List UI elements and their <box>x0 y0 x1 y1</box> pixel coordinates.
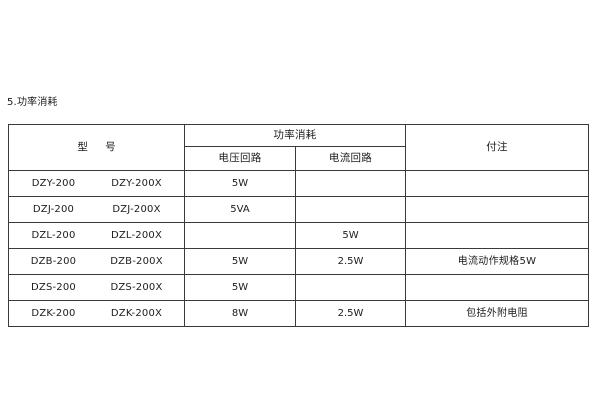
cell-current-circuit: 2.5W <box>294 248 407 275</box>
cell-model: DZB-200 DZB-200X <box>8 248 185 275</box>
model-code-primary: DZL-200 <box>31 229 76 241</box>
model-code-variant: DZY-200X <box>111 177 162 189</box>
cell-model: DZY-200 DZY-200X <box>8 170 185 197</box>
cell-model: DZS-200 DZS-200X <box>8 274 185 301</box>
cell-model: DZL-200 DZL-200X <box>8 222 185 249</box>
table-row: DZB-200 DZB-200X 5W 2.5W 电流动作规格5W <box>8 248 590 275</box>
model-code-variant: DZL-200X <box>110 229 163 241</box>
model-code-variant: DZJ-200X <box>112 203 161 215</box>
model-code-variant: DZB-200X <box>110 255 163 267</box>
model-code-primary: DZS-200 <box>31 281 76 293</box>
table-header-row-1: 型 号 功率消耗 付注 <box>8 123 590 171</box>
cell-remarks <box>405 170 590 197</box>
cell-remarks: 电流动作规格5W <box>405 248 590 275</box>
table-row: DZS-200 DZS-200X 5W <box>8 274 590 301</box>
cell-current-circuit <box>294 274 407 301</box>
header-label-current-circuit: 电流回路 <box>328 152 373 165</box>
cell-current-circuit: 5W <box>294 222 407 249</box>
model-code-primary: DZJ-200 <box>32 203 75 215</box>
table-row: DZJ-200 DZJ-200X 5VA <box>8 196 590 223</box>
table-row: DZL-200 DZL-200X 5W <box>8 222 590 249</box>
cell-voltage-circuit: 5W <box>184 170 296 197</box>
cell-voltage-circuit: 5W <box>184 274 296 301</box>
header-cell-current-circuit: 电流回路 <box>294 146 407 171</box>
header-label-power-group: 功率消耗 <box>273 129 317 142</box>
header-label-model: 型 号 <box>77 141 123 153</box>
table-row: DZK-200 DZK-200X 8W 2.5W 包括外附电阻 <box>8 300 590 327</box>
cell-voltage-circuit <box>184 222 296 249</box>
power-consumption-table: 型 号 功率消耗 付注 电压回路 电流回路 <box>8 123 590 327</box>
cell-current-circuit <box>294 170 407 197</box>
model-code-variant: DZS-200X <box>110 281 163 293</box>
cell-current-circuit <box>294 196 407 223</box>
table-header-row-2: 电压回路 电流回路 <box>9 146 589 171</box>
cell-model: DZK-200 DZK-200X <box>8 300 185 327</box>
cell-remarks <box>405 274 590 301</box>
header-cell-power-group: 功率消耗 <box>183 123 407 148</box>
model-code-primary: DZB-200 <box>30 255 77 267</box>
table-row: DZY-200 DZY-200X 5W <box>8 170 590 197</box>
cell-voltage-circuit: 5W <box>184 248 296 275</box>
header-cell-voltage-circuit: 电压回路 <box>184 146 296 171</box>
cell-remarks: 包括外附电阻 <box>405 300 590 327</box>
cell-remarks <box>405 196 590 223</box>
cell-current-circuit: 2.5W <box>294 300 407 327</box>
model-code-primary: DZK-200 <box>31 307 76 319</box>
model-code-variant: DZK-200X <box>110 307 163 319</box>
header-cell-remarks: 付注 <box>405 124 590 171</box>
power-consumption-table-wrapper: 型 号 功率消耗 付注 电压回路 电流回路 <box>8 123 590 327</box>
header-label-voltage-circuit: 电压回路 <box>218 152 262 165</box>
cell-remarks <box>405 222 590 249</box>
header-label-remarks: 付注 <box>486 141 508 153</box>
cell-voltage-circuit: 5VA <box>184 196 296 223</box>
header-cell-model: 型 号 <box>8 124 185 171</box>
cell-model: DZJ-200 DZJ-200X <box>8 196 185 223</box>
model-code-primary: DZY-200 <box>31 177 76 189</box>
cell-voltage-circuit: 8W <box>184 300 296 327</box>
section-title: 5.功率消耗 <box>7 97 58 108</box>
